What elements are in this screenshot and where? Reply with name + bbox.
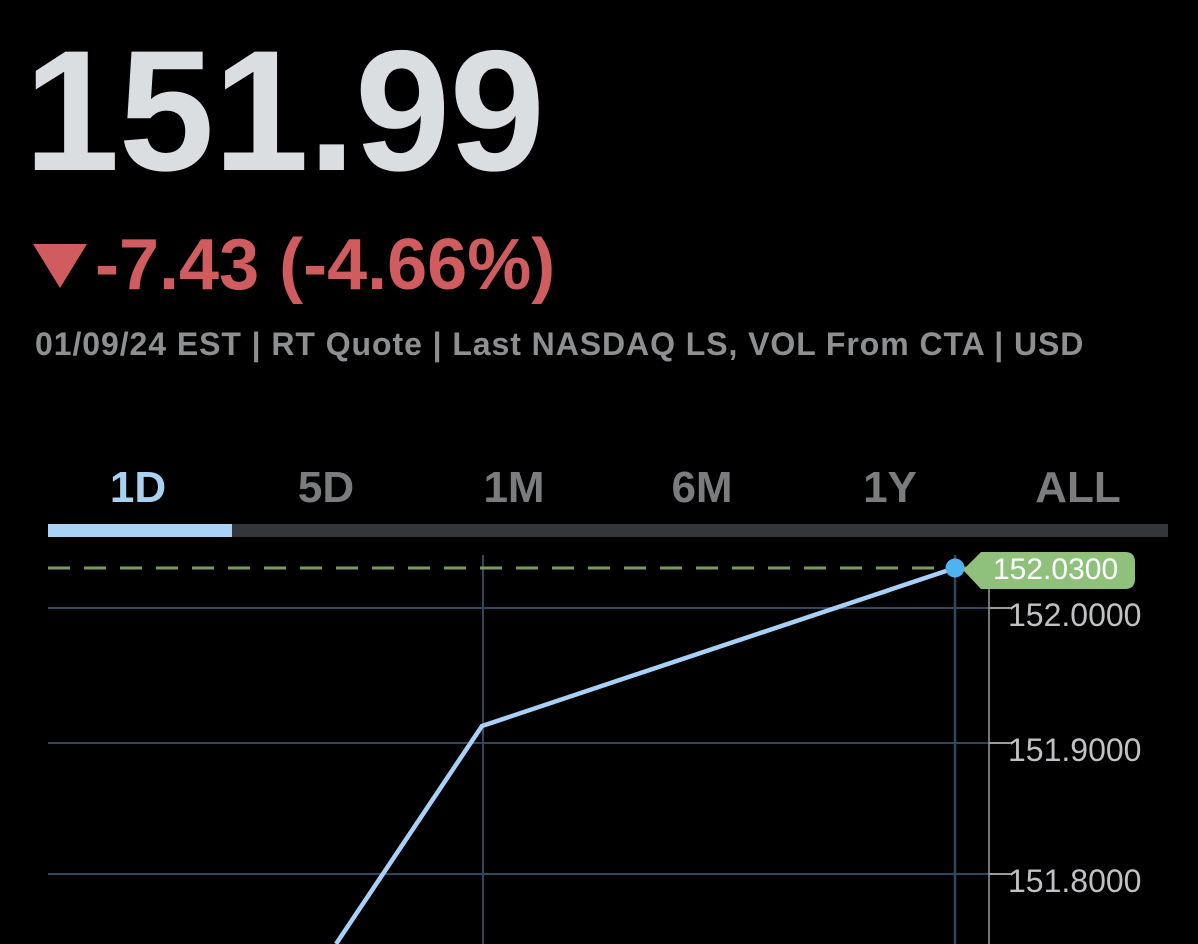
svg-text:152.0300: 152.0300: [993, 553, 1118, 586]
